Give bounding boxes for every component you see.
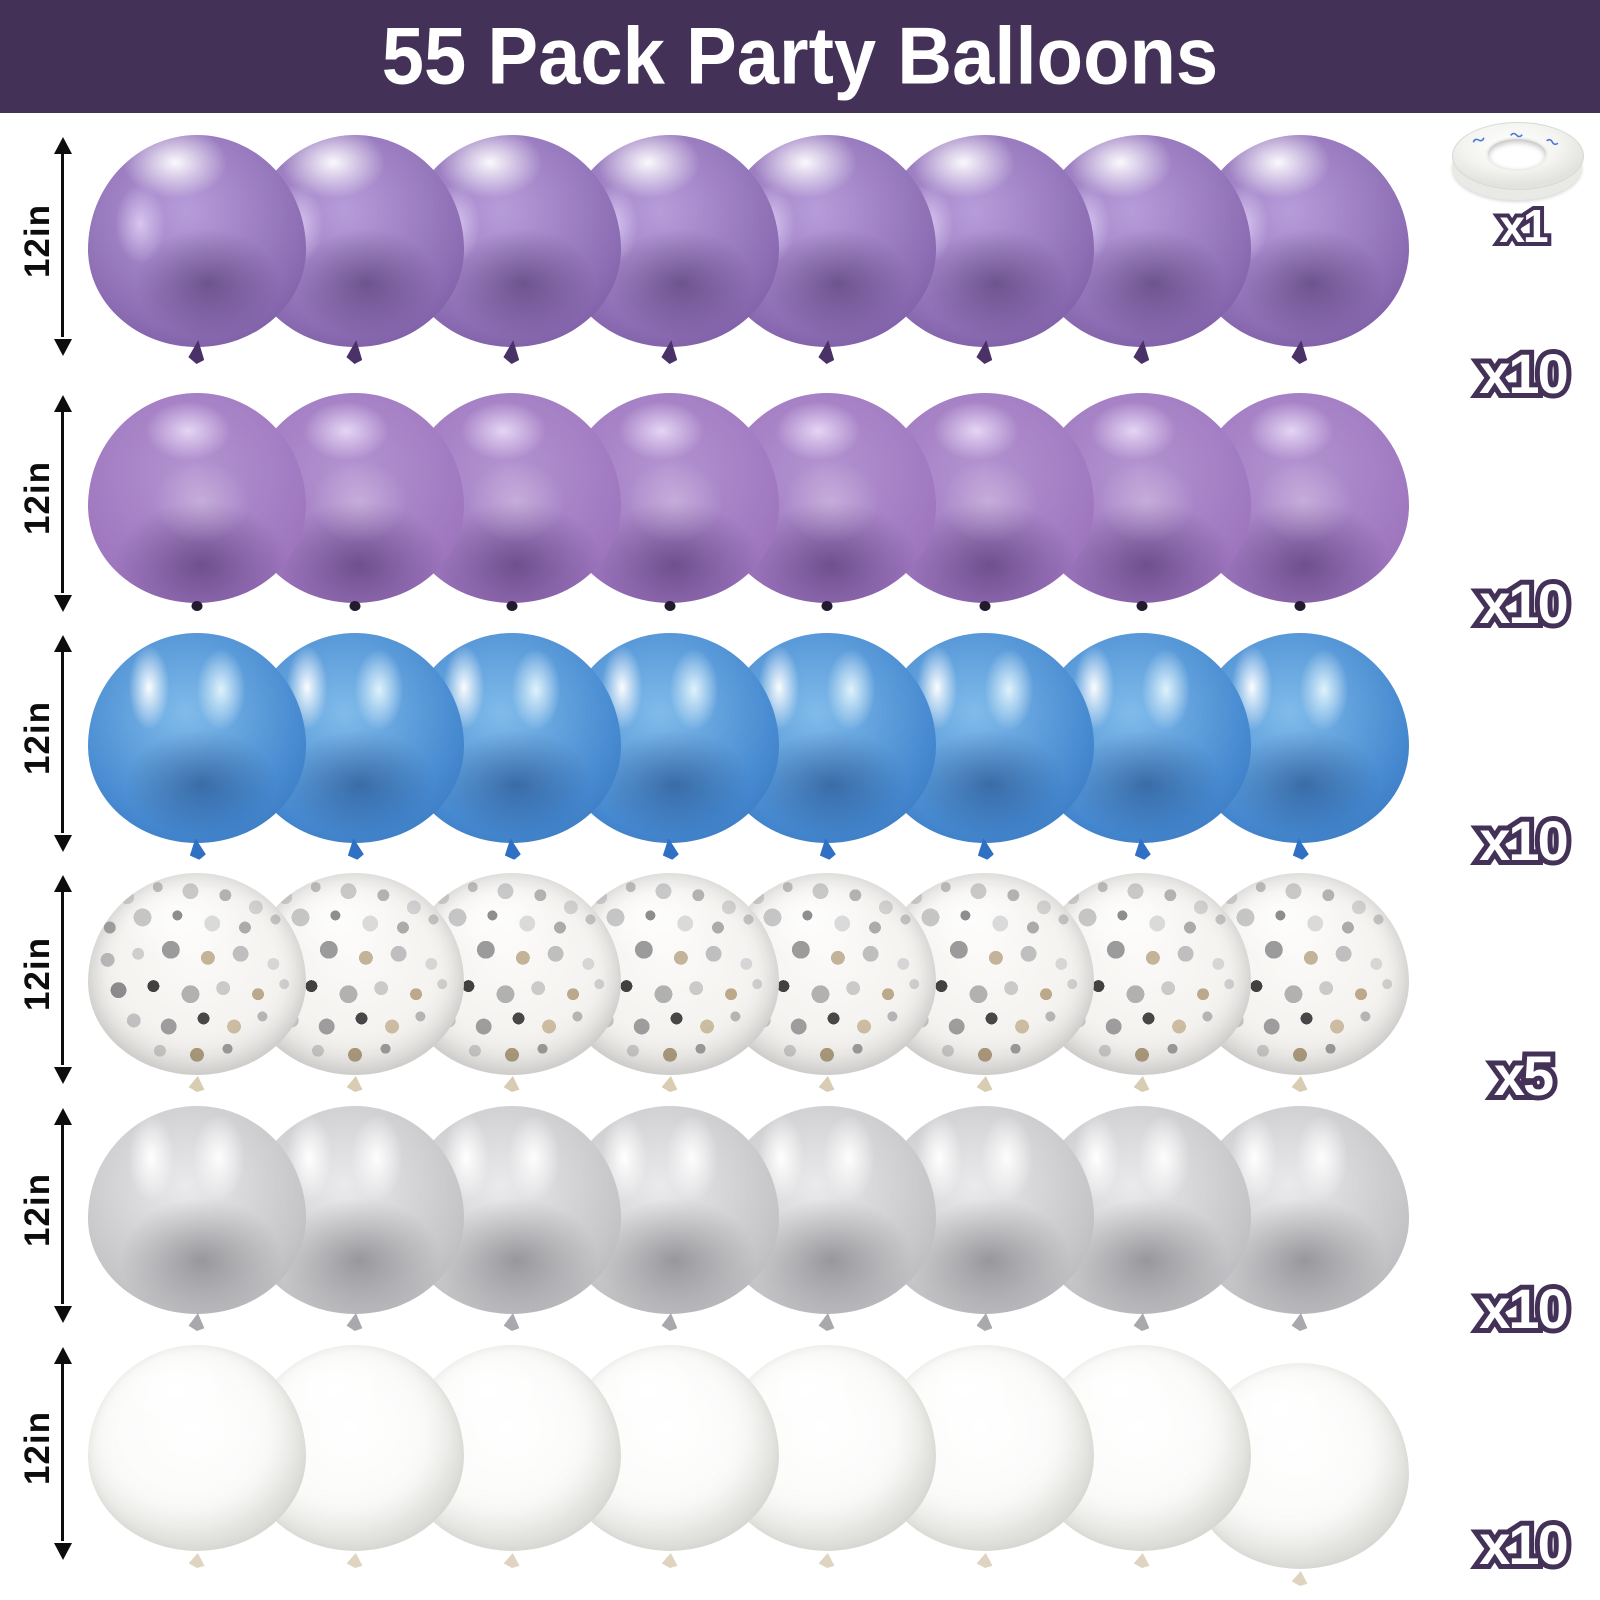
- balloon-knot: [661, 1552, 678, 1569]
- balloon-knot: [1291, 1075, 1309, 1093]
- balloon-chrome-blue: [88, 633, 306, 843]
- balloon-knot: [188, 1312, 206, 1332]
- balloon-knot: [503, 1552, 520, 1569]
- balloon-matte-purple: [88, 393, 306, 612]
- balloon-knot: [975, 837, 994, 861]
- dimension-arrow-head-bottom: [53, 339, 72, 356]
- dimension-arrow-head-bottom: [53, 1543, 72, 1560]
- dimension-arrow: [61, 1361, 64, 1541]
- size-dimension-label: 12in: [18, 936, 57, 1012]
- dimension-arrow: [61, 649, 64, 833]
- balloon-knot: [818, 1312, 836, 1332]
- size-dimension-label: 12in: [18, 1410, 57, 1486]
- balloon-chrome-silver: [88, 1106, 306, 1314]
- balloon-knot: [506, 600, 518, 612]
- balloon-knot: [818, 339, 836, 365]
- balloon-knot: [346, 1312, 364, 1332]
- dimension-arrow: [61, 409, 64, 593]
- balloon-knot: [188, 339, 206, 365]
- row-count-label-silver-confetti-balloons: x5 x5: [1489, 1039, 1559, 1112]
- balloon-knot: [821, 600, 833, 612]
- balloon-knot: [1136, 600, 1148, 612]
- balloon-knot: [818, 1552, 835, 1569]
- size-dimension-label: 12in: [18, 460, 57, 536]
- balloon-knot: [976, 1312, 994, 1332]
- dimension-arrow-head-top: [53, 875, 72, 892]
- row-count-label-white-balloons: x10 x10: [1474, 1508, 1573, 1581]
- balloon-knot: [976, 1552, 993, 1569]
- balloon-knot: [978, 600, 991, 612]
- balloon-confetti: [88, 873, 306, 1075]
- balloon-knot: [1290, 339, 1308, 365]
- balloon-knot: [976, 1075, 994, 1093]
- balloon-knot: [503, 837, 522, 861]
- dimension-arrow-head-top: [53, 1108, 72, 1125]
- ribbon-count-label: x1 x1: [1495, 196, 1552, 256]
- dimension-arrow-head-top: [53, 137, 72, 154]
- balloon-knot: [503, 339, 521, 365]
- balloon-knot: [1290, 837, 1309, 861]
- ribbon-spool-hole: [1488, 139, 1546, 169]
- balloon-knot: [348, 600, 361, 612]
- balloon-knot: [1291, 1570, 1308, 1587]
- balloon-knot: [1291, 1312, 1309, 1332]
- balloon-knot: [1133, 339, 1151, 365]
- page-title: 55 Pack Party Balloons: [381, 11, 1219, 102]
- balloon-knot: [188, 1075, 206, 1093]
- balloon-white: [88, 1345, 306, 1551]
- size-dimension-label: 12in: [18, 1172, 57, 1248]
- balloon-knot: [346, 1075, 364, 1093]
- dimension-arrow: [61, 151, 64, 337]
- balloon-knot: [188, 1552, 205, 1569]
- dimension-arrow-head-top: [53, 1347, 72, 1364]
- balloon-knot: [188, 837, 207, 861]
- balloon-knot: [663, 600, 676, 612]
- row-count-label-chrome-blue-balloons: x10 x10: [1474, 804, 1573, 877]
- row-count-label-chrome-purple-balloons: x10 x10: [1474, 337, 1573, 410]
- balloon-chrome-purple: [88, 135, 306, 347]
- balloon-knot: [345, 339, 363, 365]
- balloon-knot: [1133, 1075, 1151, 1093]
- balloon-knot: [660, 339, 678, 365]
- dimension-arrow-head-bottom: [53, 1067, 72, 1084]
- balloon-knot: [191, 600, 203, 612]
- row-count-label-matte-purple-balloons: x10 x10: [1474, 567, 1573, 640]
- size-dimension-label: 12in: [18, 203, 57, 279]
- balloon-knot: [818, 837, 837, 861]
- balloon-knot: [503, 1312, 521, 1332]
- balloon-knot: [818, 1075, 836, 1093]
- balloon-knot: [503, 1075, 521, 1093]
- dimension-arrow-head-top: [53, 635, 72, 652]
- header-banner: 55 Pack Party Balloons: [0, 0, 1600, 113]
- balloon-knot: [1133, 1552, 1150, 1569]
- ribbon-spool: 〜 〜 〜: [1452, 122, 1584, 208]
- balloon-knot: [661, 1312, 679, 1332]
- dimension-arrow-head-bottom: [53, 595, 72, 612]
- dimension-arrow-head-bottom: [53, 1306, 72, 1323]
- balloon-knot: [1293, 600, 1306, 612]
- dimension-arrow: [61, 889, 64, 1065]
- dimension-arrow-head-top: [53, 395, 72, 412]
- balloon-knot: [975, 339, 993, 365]
- balloon-knot: [661, 1075, 679, 1093]
- row-count-label-chrome-silver-balloons: x10 x10: [1474, 1272, 1573, 1345]
- balloon-knot: [346, 1552, 363, 1569]
- dimension-arrow-head-bottom: [53, 835, 72, 852]
- balloon-knot: [345, 837, 364, 861]
- dimension-arrow: [61, 1122, 64, 1304]
- size-dimension-label: 12in: [18, 700, 57, 776]
- balloon-knot: [1133, 837, 1152, 861]
- balloon-knot: [660, 837, 679, 861]
- balloon-knot: [1133, 1312, 1151, 1332]
- ribbon-print-mark: 〜: [1509, 127, 1524, 144]
